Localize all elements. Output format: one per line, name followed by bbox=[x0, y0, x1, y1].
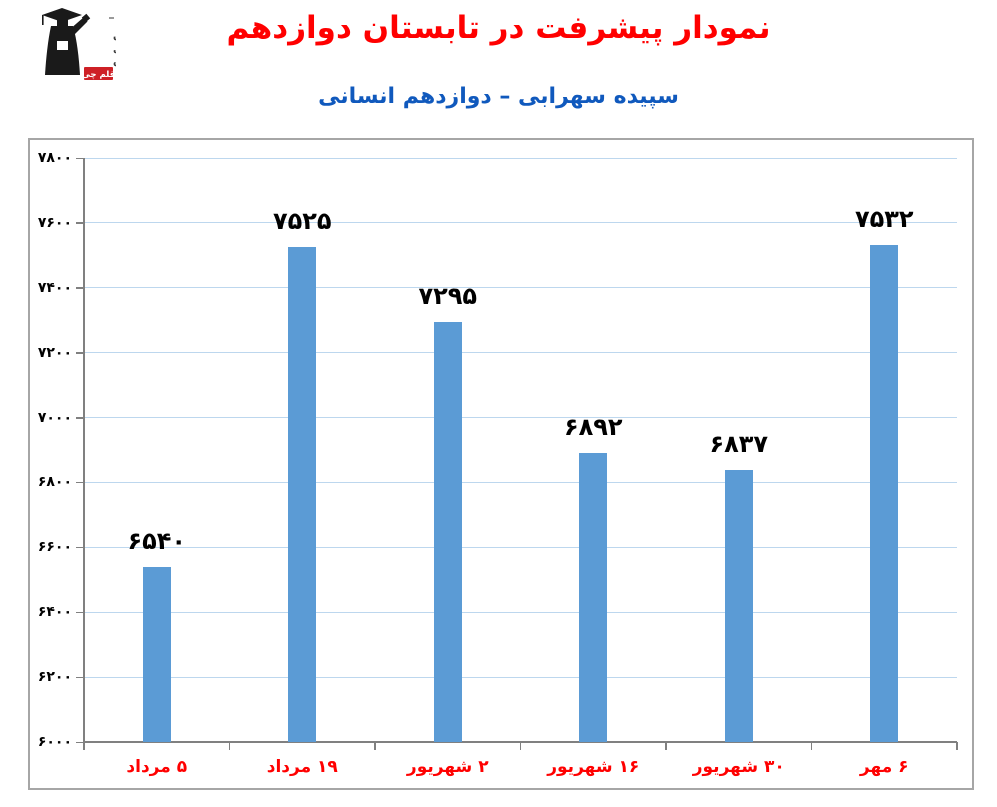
plot-area: ۶۰۰۰ ۶۲۰۰ ۶۴۰۰ ۶۶۰۰ ۶۸۰۰ ۷۰۰۰ ۷۲۰۰ ۷۴۰۰ ۷۶۰۰ ۷۸۰۰… bbox=[30, 140, 972, 788]
x-tick bbox=[665, 742, 667, 750]
y-tick-label: ۶۸۰۰ bbox=[37, 474, 72, 491]
graduate-figure-icon bbox=[42, 8, 91, 75]
bar-value-label: ۷۵۳۲ bbox=[854, 204, 914, 233]
bar bbox=[870, 244, 899, 742]
x-tick bbox=[810, 742, 813, 750]
y-tick-label: ۷۶۰۰ bbox=[37, 214, 72, 231]
x-tick bbox=[228, 742, 231, 750]
y-tick bbox=[76, 546, 84, 549]
x-category-label: ۱۹ مرداد bbox=[266, 757, 338, 777]
bar bbox=[142, 566, 171, 742]
gridline bbox=[84, 157, 957, 159]
logo-line-3: آموزش bbox=[113, 54, 116, 67]
x-category-label: ۳۰ شهریور bbox=[692, 757, 785, 777]
chart-title: نمودار پیشرفت در تابستان دوازدهم bbox=[226, 10, 771, 46]
y-tick bbox=[76, 352, 84, 354]
y-tick-label: ۷۸۰۰ bbox=[37, 150, 72, 166]
y-tick bbox=[76, 676, 84, 679]
y-tick-label: ۷۰۰۰ bbox=[37, 409, 72, 426]
y-tick bbox=[76, 222, 84, 224]
bar-value-label: ۶۸۹۲ bbox=[563, 412, 623, 441]
y-tick bbox=[76, 481, 84, 484]
gridline bbox=[84, 611, 957, 613]
bar bbox=[433, 321, 462, 742]
x-category-label: ۶ مهر bbox=[859, 757, 909, 777]
x-tick bbox=[374, 742, 376, 750]
x-category-label: ۱۶ شهریور bbox=[547, 757, 640, 777]
y-tick bbox=[76, 741, 84, 743]
gridline bbox=[84, 287, 957, 289]
y-tick bbox=[76, 287, 84, 289]
bar-value-label: ۷۵۲۵ bbox=[272, 207, 332, 236]
bar-value-label: ۶۵۴۰ bbox=[127, 526, 187, 555]
logo-book-icon bbox=[57, 41, 68, 50]
gridline bbox=[84, 676, 957, 678]
x-tick bbox=[956, 742, 958, 750]
y-axis-line bbox=[83, 158, 85, 750]
y-tick-label: ۷۴۰۰ bbox=[37, 279, 72, 296]
x-tick bbox=[519, 742, 522, 750]
bar-value-label: ۷۲۹۵ bbox=[418, 281, 478, 310]
x-category-label: ۲ شهریور bbox=[406, 757, 489, 777]
y-tick bbox=[76, 157, 84, 159]
gridline bbox=[84, 352, 957, 354]
y-tick-label: ۶۲۰۰ bbox=[37, 669, 72, 686]
y-tick bbox=[76, 417, 84, 419]
y-tick-label: ۷۲۰۰ bbox=[37, 344, 72, 361]
bar bbox=[288, 247, 317, 742]
y-tick-label: ۶۶۰۰ bbox=[37, 539, 72, 556]
gridline bbox=[84, 481, 957, 483]
gridline bbox=[84, 222, 957, 224]
y-tick-label: ۶۰۰۰ bbox=[37, 734, 72, 750]
bar bbox=[724, 470, 753, 742]
chart-frame: ۶۰۰۰ ۶۲۰۰ ۶۴۰۰ ۶۶۰۰ ۶۸۰۰ ۷۰۰۰ ۷۲۰۰ ۷۴۰۰ ۷۶۰۰ ۷۸۰۰… bbox=[28, 138, 974, 790]
x-category-label: ۵ مرداد bbox=[126, 757, 188, 777]
y-tick-label: ۶۴۰۰ bbox=[37, 604, 72, 621]
logo-badge bbox=[84, 67, 113, 80]
y-tick bbox=[76, 611, 84, 614]
bar bbox=[579, 452, 608, 742]
gridline bbox=[84, 546, 957, 548]
chart-subtitle: سپیده سهرابی – دوازدهم انسانی bbox=[318, 84, 679, 109]
logo-badge-label: قلم چی bbox=[82, 70, 115, 80]
logo-dash bbox=[109, 17, 114, 19]
x-tick bbox=[83, 742, 85, 750]
gridline bbox=[84, 417, 957, 419]
bar-value-label: ۶۸۳۷ bbox=[709, 430, 769, 459]
